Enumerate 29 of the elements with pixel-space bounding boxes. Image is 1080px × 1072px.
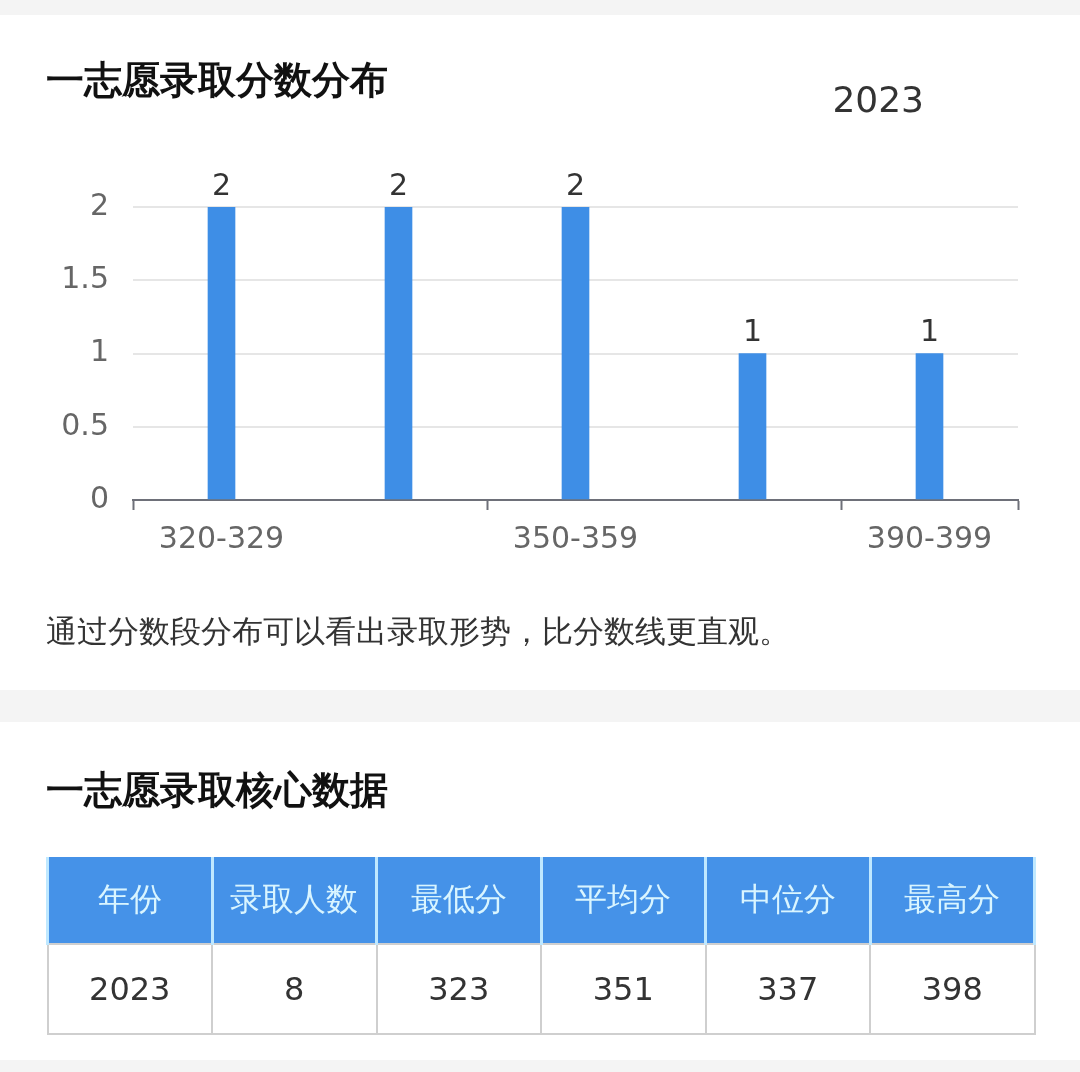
x-tick-label: 320-329 <box>158 519 285 555</box>
chart-title: 一志愿录取分数分布 <box>46 57 388 103</box>
data-label: 323 <box>376 944 541 1034</box>
y-tick-label: 0 <box>89 479 109 515</box>
y-tick-label: 0.5 <box>61 406 109 442</box>
text: 通过分数段分布可以看出录取形势，比分数线更直观。 <box>46 612 790 651</box>
text: 一志愿录取核心数据 <box>46 767 388 813</box>
category-label: 平均分 <box>541 857 706 944</box>
data-label: 1 <box>742 313 763 349</box>
category-label: 最高分 <box>870 857 1035 944</box>
y-tick-label: 1 <box>89 333 109 369</box>
data-label: 8 <box>212 944 377 1034</box>
data-label: 2 <box>565 166 586 202</box>
chart-subtitle: 2023 <box>832 78 924 122</box>
y-tick-label: 2 <box>89 186 109 222</box>
x-tick-label: 350-359 <box>512 519 639 555</box>
category-label: 最低分 <box>376 857 541 944</box>
category-label: 中位分 <box>705 857 870 944</box>
data-label: 2 <box>388 166 409 202</box>
data-label: 2023 <box>47 944 212 1034</box>
data-label: 2 <box>211 166 232 202</box>
category-label: 录取人数 <box>212 857 377 944</box>
category-label: 年份 <box>47 857 212 944</box>
data-label: 351 <box>541 944 706 1034</box>
data-label: 337 <box>705 944 870 1034</box>
y-tick-label: 1.5 <box>61 260 109 296</box>
x-tick-label: 390-399 <box>866 519 993 555</box>
data-label: 398 <box>870 944 1035 1034</box>
data-label: 1 <box>919 313 940 349</box>
